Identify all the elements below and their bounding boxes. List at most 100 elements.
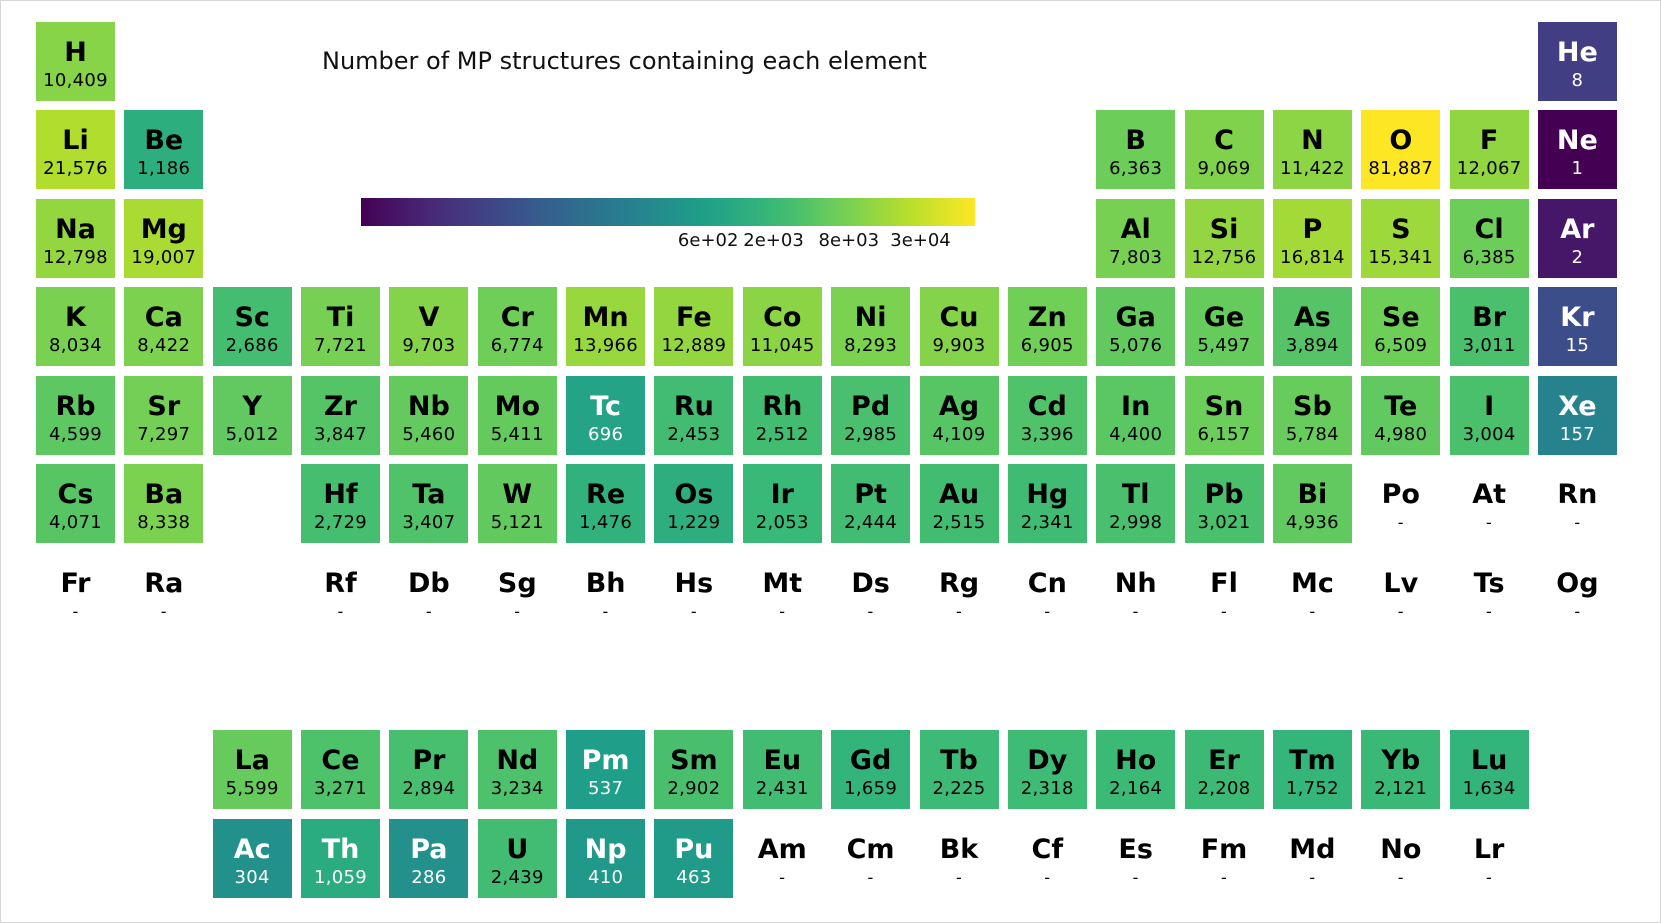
element-value: 4,980: [1374, 424, 1428, 445]
element-tile-zn: Zn 6,905: [1007, 287, 1087, 366]
element-symbol: Mc: [1290, 568, 1334, 599]
element-tile-zr: Zr 3,847: [301, 376, 380, 455]
element-value: 3,847: [313, 424, 368, 445]
element-value: 11,422: [1279, 158, 1345, 179]
element-tile-cn: Cn -: [1008, 553, 1087, 632]
element-tile-sn: Sn 6,157: [1184, 376, 1264, 455]
element-value: 3,234: [490, 778, 544, 799]
element-tile-yb: Yb 2,121: [1361, 730, 1441, 809]
element-symbol: Lv: [1383, 568, 1419, 599]
element-value: 1,229: [667, 512, 721, 533]
element-tile-rh: Rh 2,512: [742, 376, 822, 455]
element-symbol: Zr: [324, 391, 357, 422]
element-value: 3,271: [313, 778, 368, 799]
element-symbol: Te: [1384, 391, 1418, 422]
element-tile-ba: Ba 8,338: [124, 464, 204, 543]
element-symbol: Ts: [1473, 568, 1505, 599]
element-tile-br: Br 3,011: [1449, 287, 1529, 366]
element-tile-ti: Ti 7,721: [301, 287, 380, 366]
element-value: -: [1220, 602, 1228, 621]
element-symbol: Ru: [673, 391, 714, 422]
element-value: 9,069: [1197, 158, 1251, 179]
element-value: 2,053: [755, 512, 809, 533]
element-tile-b: B 6,363: [1096, 110, 1176, 189]
element-value: 2,902: [667, 778, 721, 799]
element-value: 1,752: [1285, 778, 1339, 799]
element-symbol: Sb: [1293, 391, 1332, 422]
element-value: 10,409: [43, 70, 108, 91]
element-tile-sr: Sr 7,297: [124, 376, 204, 455]
element-symbol: Kr: [1560, 302, 1595, 333]
element-value: 2,431: [755, 778, 809, 799]
element-value: 9,903: [932, 335, 986, 356]
element-value: 2,515: [932, 512, 986, 533]
element-symbol: V: [418, 302, 440, 333]
element-symbol: K: [65, 302, 86, 333]
element-value: 2,225: [932, 778, 986, 799]
element-tile-ac: Ac 304: [212, 819, 292, 898]
element-symbol: Y: [242, 391, 262, 422]
element-symbol: La: [234, 745, 270, 776]
element-tile-pu: Pu 463: [654, 819, 734, 898]
element-tile-po: Po -: [1361, 464, 1440, 543]
element-value: -: [779, 868, 786, 887]
element-tile-re: Re 1,476: [566, 464, 646, 543]
element-value: 2,208: [1197, 778, 1251, 799]
element-value: -: [72, 602, 79, 621]
element-symbol: Ac: [233, 834, 271, 865]
element-symbol: Au: [938, 479, 980, 510]
element-value: 5,599: [225, 778, 279, 799]
element-symbol: Ce: [321, 745, 360, 776]
element-value: -: [779, 602, 786, 621]
element-tile-xe: Xe 157: [1537, 376, 1617, 455]
element-tile-fr: Fr -: [36, 553, 115, 632]
element-symbol: Ga: [1115, 302, 1156, 333]
element-tile-rb: Rb 4,599: [36, 376, 115, 455]
element-value: -: [1132, 868, 1139, 887]
element-value: 2,439: [490, 867, 544, 888]
element-tile-eu: Eu 2,431: [742, 730, 822, 809]
element-tile-gd: Gd 1,659: [831, 730, 911, 809]
element-tile-sg: Sg -: [478, 553, 557, 632]
element-symbol: Se: [1381, 302, 1420, 333]
element-symbol: Sr: [147, 391, 181, 422]
element-tile-at: At -: [1450, 464, 1529, 543]
element-tile-c: C 9,069: [1184, 110, 1264, 189]
element-symbol: Ba: [144, 479, 184, 510]
element-symbol: Zn: [1027, 302, 1067, 333]
element-tile-rg: Rg -: [920, 553, 999, 632]
element-value: 2: [1571, 247, 1584, 268]
element-tile-ni: Ni 8,293: [831, 287, 911, 366]
element-symbol: Nd: [496, 745, 539, 776]
element-value: 4,400: [1109, 424, 1163, 445]
element-tile-o: O 81,887: [1361, 110, 1441, 189]
element-value: 6,363: [1109, 158, 1163, 179]
element-symbol: Li: [62, 125, 89, 156]
element-symbol: Cn: [1027, 568, 1067, 599]
element-value: -: [160, 602, 167, 621]
element-value: 5,411: [490, 424, 544, 445]
element-tile-tm: Tm 1,752: [1272, 730, 1352, 809]
element-tile-mo: Mo 5,411: [477, 376, 557, 455]
element-tile-rf: Rf -: [301, 553, 380, 632]
element-tile-bh: Bh -: [566, 553, 645, 632]
element-tile-mc: Mc -: [1273, 553, 1352, 632]
element-tile-tb: Tb 2,225: [919, 730, 999, 809]
element-symbol: W: [502, 479, 533, 510]
element-symbol: Po: [1381, 479, 1420, 510]
element-tile-pr: Pr 2,894: [389, 730, 469, 809]
element-value: 1,659: [844, 778, 898, 799]
element-symbol: Pr: [412, 745, 446, 776]
element-value: 4,936: [1285, 512, 1339, 533]
element-value: 3,011: [1462, 335, 1516, 356]
element-tile-nd: Nd 3,234: [477, 730, 557, 809]
element-value: 4,109: [932, 424, 986, 445]
element-tile-pa: Pa 286: [389, 819, 469, 898]
element-tile-nb: Nb 5,460: [389, 376, 469, 455]
element-tile-ca: Ca 8,422: [124, 287, 204, 366]
element-value: 2,164: [1109, 778, 1163, 799]
element-value: 21,576: [43, 158, 108, 179]
element-tile-ta: Ta 3,407: [389, 464, 469, 543]
element-tile-pb: Pb 3,021: [1184, 464, 1264, 543]
element-value: 5,460: [402, 424, 456, 445]
